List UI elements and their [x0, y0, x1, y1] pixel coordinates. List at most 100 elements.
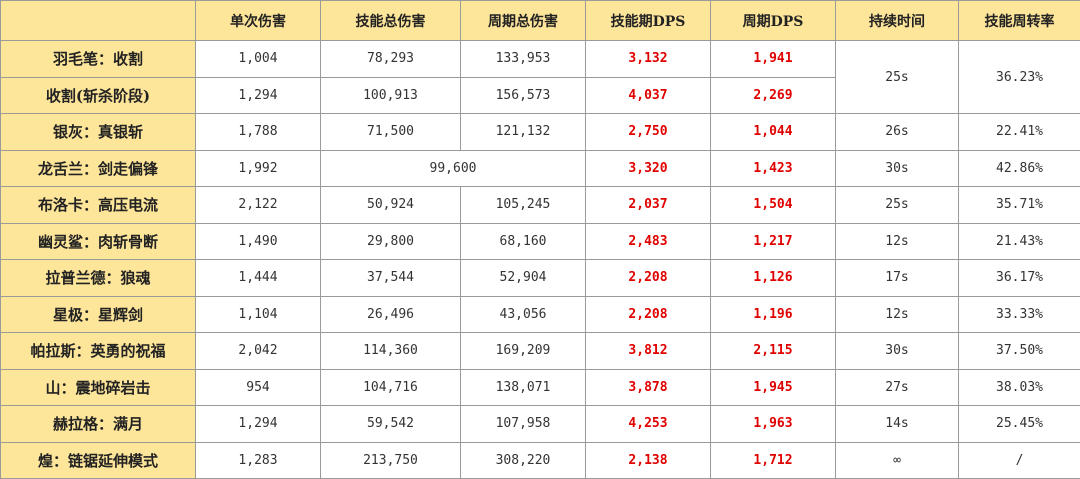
cell: 308,220	[460, 441, 586, 479]
row-name: 帕拉斯：英勇的祝福	[0, 332, 196, 370]
cell: 1,196	[710, 295, 836, 333]
table-row: 赫拉格：满月 1,294 59,542 107,958 4,253 1,963 14s 25.…	[0, 405, 1080, 443]
header-cell: 单次伤害	[195, 0, 321, 41]
cell: 1,963	[710, 405, 836, 443]
cell: 1,945	[710, 368, 836, 406]
cell: 1,504	[710, 186, 836, 224]
cell: 37,544	[320, 259, 461, 297]
cell: 30s	[835, 149, 959, 187]
cell: 1,712	[710, 441, 836, 479]
cell: 1,941	[710, 40, 836, 78]
cell: 133,953	[460, 40, 586, 78]
cell: 50,924	[320, 186, 461, 224]
cell: 26s	[835, 113, 959, 151]
cell: 12s	[835, 295, 959, 333]
table-row: 拉普兰德：狼魂 1,444 37,544 52,904 2,208 1,126 17s 36.…	[0, 259, 1080, 297]
cell: 25s	[835, 40, 959, 114]
cell: 1,126	[710, 259, 836, 297]
cell: 17s	[835, 259, 959, 297]
row-name: 幽灵鲨：肉斩骨断	[0, 222, 196, 260]
cell: 107,958	[460, 405, 586, 443]
header-cell: 持续时间	[835, 0, 959, 41]
cell: 1,992	[195, 149, 321, 187]
header-cell: 技能周转率	[958, 0, 1080, 41]
cell: 36.17%	[958, 259, 1080, 297]
cell: 2,483	[585, 222, 711, 260]
table-row: 羽毛笔：收割 1,004 78,293 133,953 3,132 1,941 25s 36.…	[0, 40, 1080, 114]
cell: 38.03%	[958, 368, 1080, 406]
cell: 169,209	[460, 332, 586, 370]
table-row: 山：震地碎岩击 954 104,716 138,071 3,878 1,945 27s 38.…	[0, 368, 1080, 406]
cell: 114,360	[320, 332, 461, 370]
cell: 2,208	[585, 295, 711, 333]
cell: 42.86%	[958, 149, 1080, 187]
cell: 3,878	[585, 368, 711, 406]
row-name: 羽毛笔：收割	[0, 40, 196, 78]
cell: 100,913	[320, 76, 461, 114]
cell: 3,812	[585, 332, 711, 370]
cell: 104,716	[320, 368, 461, 406]
row-name: 银灰：真银斩	[0, 113, 196, 151]
cell: 25.45%	[958, 405, 1080, 443]
cell: 35.71%	[958, 186, 1080, 224]
table-row: 星极：星辉剑 1,104 26,496 43,056 2,208 1,196 12s 33.3…	[0, 295, 1080, 333]
cell: 22.41%	[958, 113, 1080, 151]
row-name: 山：震地碎岩击	[0, 368, 196, 406]
cell: ∞	[835, 441, 959, 479]
cell: 12s	[835, 222, 959, 260]
header-row: 单次伤害 技能总伤害 周期总伤害 技能期DPS 周期DPS 持续时间 技能周转率	[0, 0, 1080, 41]
cell: 33.33%	[958, 295, 1080, 333]
cell: 4,253	[585, 405, 711, 443]
cell: 121,132	[460, 113, 586, 151]
cell: 59,542	[320, 405, 461, 443]
cell: 1,788	[195, 113, 321, 151]
cell: 21.43%	[958, 222, 1080, 260]
cell: 1,294	[195, 76, 321, 114]
cell: 30s	[835, 332, 959, 370]
cell: 43,056	[460, 295, 586, 333]
cell: 1,004	[195, 40, 321, 78]
table-row: 幽灵鲨：肉斩骨断 1,490 29,800 68,160 2,483 1,217 12s 21…	[0, 222, 1080, 260]
table-row: 银灰：真银斩 1,788 71,500 121,132 2,750 1,044 26s 22.…	[0, 113, 1080, 151]
table-row: 龙舌兰：剑走偏锋 1,992 99,600 3,320 1,423 30s 42.86%	[0, 149, 1080, 187]
row-name: 收割(斩杀阶段)	[0, 76, 196, 114]
cell: 2,269	[710, 76, 836, 114]
cell: 2,042	[195, 332, 321, 370]
header-cell	[0, 0, 196, 41]
header-cell: 技能总伤害	[320, 0, 461, 41]
cell: 138,071	[460, 368, 586, 406]
row-name: 煌：链锯延伸模式	[0, 441, 196, 479]
cell: /	[958, 441, 1080, 479]
cell: 29,800	[320, 222, 461, 260]
header-cell: 周期总伤害	[460, 0, 586, 41]
row-name: 拉普兰德：狼魂	[0, 259, 196, 297]
cell: 2,115	[710, 332, 836, 370]
cell: 71,500	[320, 113, 461, 151]
cell: 26,496	[320, 295, 461, 333]
header-cell: 周期DPS	[710, 0, 836, 41]
cell: 2,122	[195, 186, 321, 224]
cell: 1,294	[195, 405, 321, 443]
cell: 37.50%	[958, 332, 1080, 370]
cell: 954	[195, 368, 321, 406]
cell: 2,037	[585, 186, 711, 224]
cell: 52,904	[460, 259, 586, 297]
row-name: 星极：星辉剑	[0, 295, 196, 333]
header-cell: 技能期DPS	[585, 0, 711, 41]
cell: 156,573	[460, 76, 586, 114]
cell: 99,600	[320, 149, 586, 187]
cell: 68,160	[460, 222, 586, 260]
cell: 1,444	[195, 259, 321, 297]
cell: 2,138	[585, 441, 711, 479]
table-row: 煌：链锯延伸模式 1,283 213,750 308,220 2,138 1,712 ∞ /	[0, 441, 1080, 479]
cell: 1,104	[195, 295, 321, 333]
cell: 213,750	[320, 441, 461, 479]
cell: 105,245	[460, 186, 586, 224]
cell: 1,423	[710, 149, 836, 187]
cell: 27s	[835, 368, 959, 406]
row-name: 龙舌兰：剑走偏锋	[0, 149, 196, 187]
cell: 1,044	[710, 113, 836, 151]
cell: 2,208	[585, 259, 711, 297]
